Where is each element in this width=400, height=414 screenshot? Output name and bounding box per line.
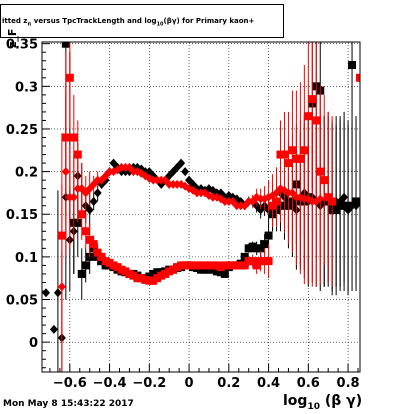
x-axis-label-sub: 10 [307,401,320,412]
data-point-square [85,235,94,244]
plot-frame [41,41,361,373]
data-point-square [240,261,249,270]
data-point-square [240,252,249,261]
x-tick-label: 0.2 [217,376,240,391]
x-tick-label: 0 [185,376,194,391]
data-point-square [97,252,106,261]
data-point-square [89,240,98,249]
y-axis-label: z_F [6,28,19,48]
data-point-diamond [177,158,186,168]
timestamp-footer: Mon May 8 15:43:22 2017 [3,399,134,409]
data-point-square [81,227,90,236]
data-point-diamond [42,288,50,298]
data-point-square [272,197,281,206]
data-point-square [252,261,261,270]
data-point-square [93,248,102,257]
data-point-square [264,257,273,266]
chart-title: itted zπ versus TpcTrackLength and log10… [0,4,284,38]
data-point-square [328,197,337,206]
title-sub-2: 10 [156,21,164,28]
x-axis-label: log10 (β γ) [283,393,362,412]
data-point-square [348,61,357,70]
y-tick-label: 0.3 [15,80,38,95]
title-part-1: itted z [2,17,28,25]
data-point-diamond [85,205,94,215]
data-point-square [324,193,333,202]
data-point-square [308,95,317,104]
y-tick-label: 0.15 [6,208,38,223]
data-point-square [352,197,360,206]
data-point-square [77,210,86,219]
data-point-square [256,244,265,253]
title-part-2: versus TpcTrackLength and log [31,17,157,25]
data-point-square [356,73,360,82]
y-tick-label: 0.2 [15,166,38,181]
data-point-square [280,150,289,159]
data-point-square [344,201,353,210]
data-point-square [65,73,74,82]
data-point-square [69,133,78,142]
data-point-square [304,112,313,121]
x-axis-label-tail: (β γ) [319,393,363,409]
data-point-diamond [181,167,190,177]
title-sub-1: π [27,21,32,28]
data-point-square [73,150,82,159]
data-point-square [296,154,305,163]
data-point-square [260,240,269,249]
data-point-square [268,201,277,210]
data-point-square [332,205,341,214]
data-point-square [312,116,321,125]
x-tick-label: 0.6 [297,376,320,391]
y-tick-label: 0.05 [6,294,38,309]
y-tick-label: 0.35 [6,38,38,53]
x-tick-label: 0.4 [257,376,280,391]
data-layer [42,42,360,372]
data-point-square [220,269,229,278]
x-tick-label: 0.8 [337,376,360,391]
data-point-diamond [93,188,102,198]
data-point-diamond [49,324,58,334]
data-point-diamond [89,196,98,206]
data-point-square [61,133,70,142]
data-point-square [300,146,309,155]
data-point-square [57,231,66,240]
data-point-square [77,269,86,278]
data-point-square [288,146,297,155]
x-tick-label: −0.4 [93,376,127,391]
data-point-diamond [53,288,62,298]
plot-background [42,42,360,372]
x-axis-label-main: log [283,393,308,409]
data-point-square [264,231,273,240]
y-tick-label: 0 [29,336,38,351]
y-tick-label: 0.25 [6,123,38,138]
data-point-square [316,167,325,176]
data-point-square [284,159,293,168]
title-part-3: (βγ) for Primary kaon+ [163,17,255,25]
data-point-square [61,42,70,48]
x-tick-label: −0.2 [132,376,166,391]
y-tick-label: 0.1 [15,251,38,266]
data-point-square [320,176,329,185]
x-tick-label: −0.6 [53,376,87,391]
data-point-diamond [69,192,78,202]
data-point-square [81,261,90,270]
data-point-square [248,257,257,266]
